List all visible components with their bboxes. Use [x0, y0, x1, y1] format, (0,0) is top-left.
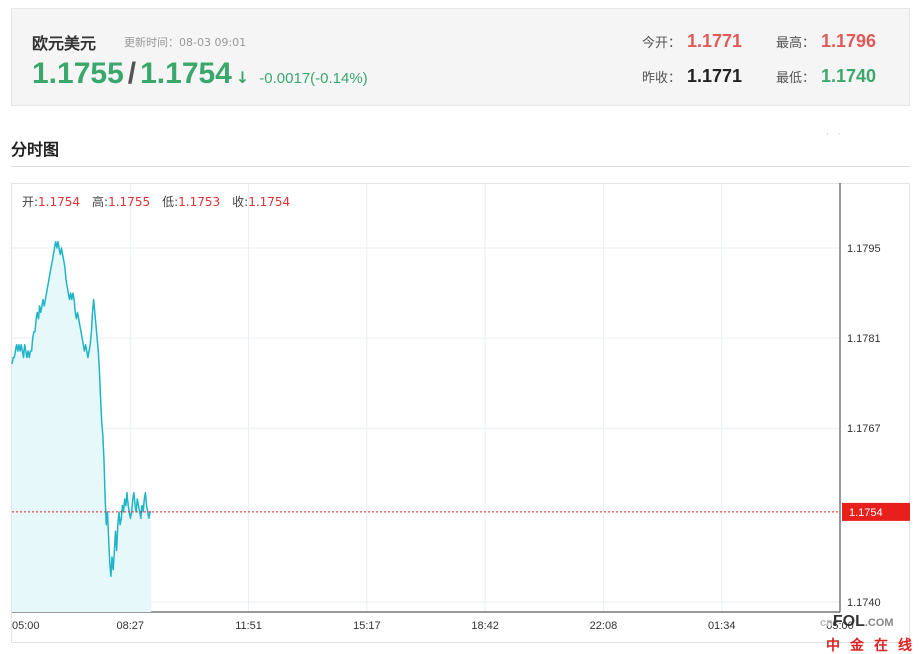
ohlc-open: 开:1.1754 [22, 193, 80, 210]
ohlc-close-label: 收: [232, 195, 249, 209]
high-stat: 最高： 1.1796 [776, 31, 876, 52]
ohlc-low-label: 低: [162, 195, 179, 209]
low-stat: 最低： 1.1740 [776, 66, 876, 87]
corner-dots: · · [826, 130, 844, 140]
ohlc-low-value: 1.1753 [178, 195, 221, 209]
y-tick-label: 1.1767 [847, 423, 881, 435]
ohlc-high-label: 高: [92, 195, 109, 209]
current-price-label: 1.1754 [849, 507, 883, 519]
x-tick-label: 15:17 [353, 620, 381, 632]
open-stat: 今开： 1.1771 [642, 31, 742, 52]
cnfol-watermark-logo: cnFOL.COM 中金在线 [820, 613, 921, 654]
x-tick-label: 11:51 [235, 620, 262, 632]
watermark-chinese: 中金在线 [826, 638, 921, 654]
y-tick-label: 1.1781 [847, 333, 881, 345]
price-area-fill [12, 241, 152, 612]
quote-panel: 欧元美元 更新时间：08-03 09:01 1.1755 / 1.1754 ↓ … [11, 8, 910, 106]
watermark-main: FOL [832, 613, 865, 630]
update-time: 更新时间：08-03 09:01 [124, 36, 247, 49]
x-tick-label: 05:00 [12, 620, 40, 632]
y-tick-label: 1.1740 [847, 597, 881, 609]
high-label: 最高： [776, 36, 816, 51]
ohlc-readout: 开:1.1754 高:1.1755 低:1.1753 收:1.1754 [22, 193, 302, 210]
watermark-wordmark: cnFOL.COM [820, 613, 894, 631]
current-price-tag [842, 502, 910, 521]
ohlc-high-value: 1.1755 [108, 195, 151, 209]
ohlc-low: 低:1.1753 [162, 193, 220, 210]
low-label: 最低： [776, 71, 816, 86]
instrument-name: 欧元美元 [32, 34, 97, 53]
price-separator: / [127, 57, 137, 90]
low-value: 1.1740 [821, 66, 877, 86]
price-change: -0.0017(-0.14%) [259, 70, 368, 87]
high-value: 1.1796 [821, 31, 877, 51]
prev-close-value: 1.1771 [687, 66, 743, 86]
watermark-suffix: .COM [864, 617, 894, 629]
watermark-prefix: cn [820, 617, 833, 629]
open-label: 今开： [642, 36, 682, 51]
ohlc-open-value: 1.1754 [38, 195, 81, 209]
down-arrow-icon: ↓ [235, 68, 250, 87]
y-tick-label: 1.1795 [847, 243, 881, 255]
x-tick-label: 05:00 [826, 620, 854, 632]
ohlc-high: 高:1.1755 [92, 193, 150, 210]
price-row: 1.1755 / 1.1754 ↓ -0.0017(-0.14%) [32, 57, 368, 91]
prev-close-label: 昨收： [642, 71, 682, 86]
section-divider [11, 166, 910, 167]
prev-close-stat: 昨收： 1.1771 [642, 66, 742, 87]
x-tick-label: 08:27 [117, 620, 145, 632]
x-tick-label: 22:08 [590, 620, 618, 632]
open-value: 1.1771 [687, 31, 743, 51]
price-line [11, 240, 152, 578]
x-tick-label: 18:42 [471, 620, 499, 632]
chart-frame [11, 183, 910, 643]
x-tick-label: 01:34 [708, 620, 736, 632]
ask-price: 1.1754 [140, 57, 232, 90]
bid-price: 1.1755 [32, 57, 124, 90]
ohlc-close: 收:1.1754 [232, 193, 290, 210]
ohlc-open-label: 开: [22, 195, 39, 209]
ohlc-close-value: 1.1754 [248, 195, 291, 209]
section-title: 分时图 [11, 140, 60, 159]
